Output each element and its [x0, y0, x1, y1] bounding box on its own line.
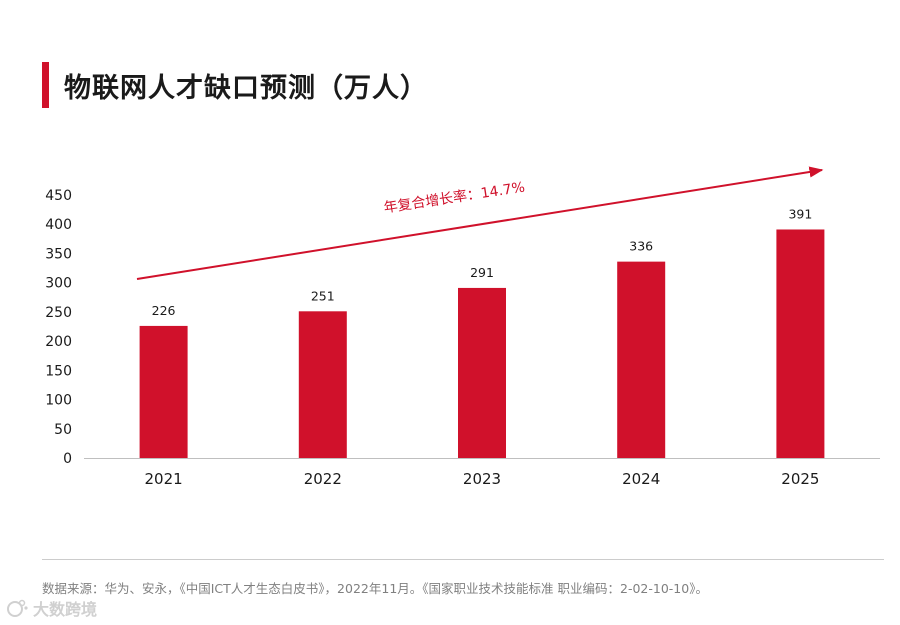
x-axis: 2021 2022 2023 2024 2025	[84, 458, 880, 488]
growth-trend: 年复合增长率：14.7%	[136, 166, 824, 280]
y-tick-label: 450	[45, 188, 72, 204]
bars	[139, 229, 825, 458]
chart-title: 物联网人才缺口预测（万人）	[64, 73, 428, 104]
x-tick-label-2025: 2025	[781, 470, 819, 488]
watermark-logo-icon	[6, 599, 28, 617]
y-tick-label: 400	[45, 217, 72, 233]
bar-chart: 0 50 100 150 200 250 300 350 400 450 226 251 291 336…	[45, 166, 880, 488]
bar-2024	[617, 261, 666, 458]
bar-2021	[139, 325, 188, 458]
title-accent-bar	[42, 62, 49, 108]
data-label-2023: 291	[470, 265, 494, 280]
data-label-2021: 226	[152, 303, 176, 318]
watermark: 大数跨境	[6, 596, 97, 620]
bar-2022	[298, 311, 347, 458]
y-tick-label: 50	[54, 422, 72, 438]
y-tick-label: 0	[63, 451, 72, 467]
y-tick-label: 350	[45, 246, 72, 262]
y-tick-label: 300	[45, 276, 72, 292]
y-tick-label: 150	[45, 363, 72, 379]
data-label-2022: 251	[311, 288, 335, 303]
bar-2025	[776, 229, 825, 458]
growth-trend-arrow	[136, 166, 824, 280]
watermark-text: 大数跨境	[33, 600, 98, 619]
x-tick-label-2023: 2023	[463, 470, 501, 488]
cagr-annotation: 年复合增长率：14.7%	[383, 179, 526, 217]
y-axis: 0 50 100 150 200 250 300 350 400 450	[45, 188, 72, 467]
x-tick-label-2024: 2024	[622, 470, 660, 488]
footer-divider	[42, 559, 884, 560]
x-tick-label-2021: 2021	[145, 470, 183, 488]
data-labels: 226 251 291 336 391	[152, 206, 813, 317]
x-tick-label-2022: 2022	[304, 470, 342, 488]
y-tick-label: 100	[45, 393, 72, 409]
data-label-2025: 391	[788, 206, 812, 221]
bar-2023	[458, 287, 506, 458]
y-tick-label: 250	[45, 305, 72, 321]
data-label-2024: 336	[629, 239, 653, 254]
y-tick-label: 200	[45, 334, 72, 350]
source-note: 数据来源：华为、安永，《中国ICT人才生态白皮书》，2022年11月。《国家职业…	[42, 581, 708, 596]
